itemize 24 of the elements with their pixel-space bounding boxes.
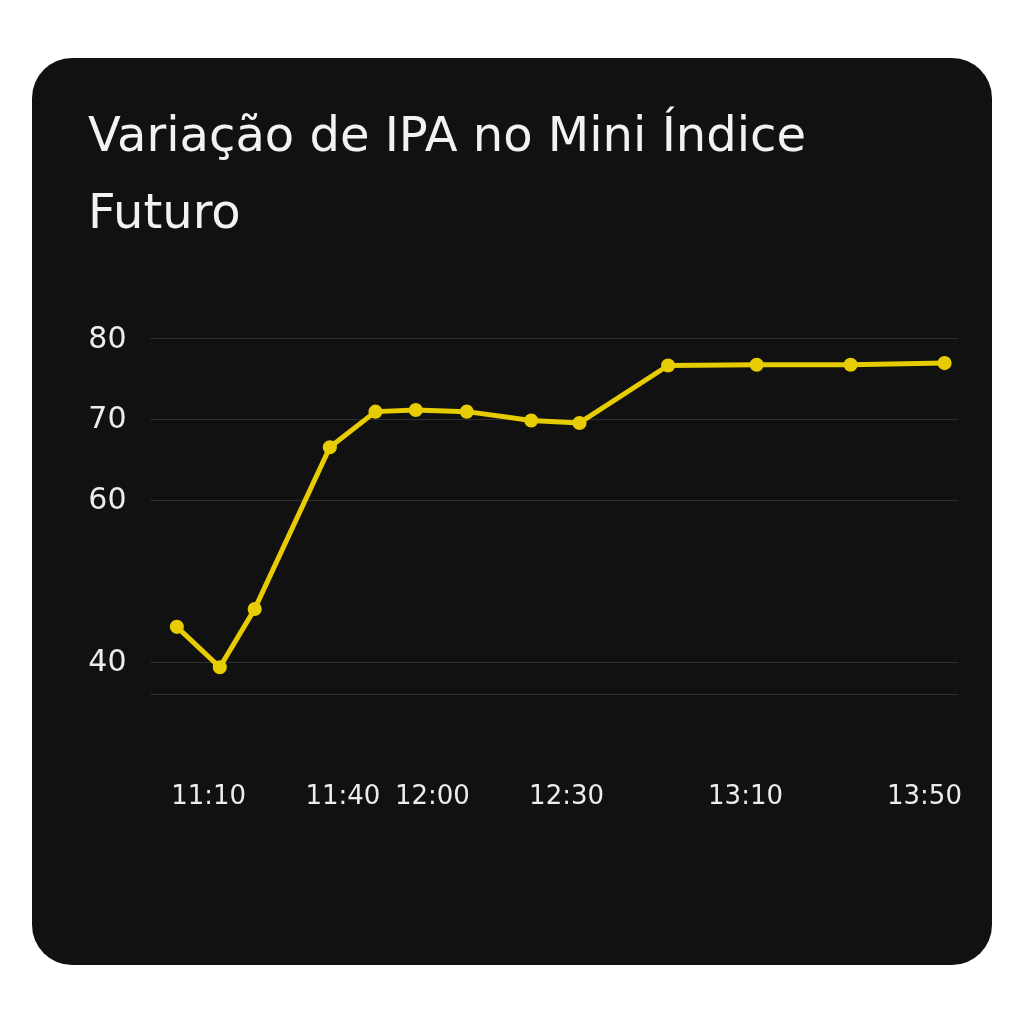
point <box>408 402 423 418</box>
x-tick-label: 11:40 <box>305 779 381 810</box>
point <box>322 440 337 455</box>
point <box>843 357 858 372</box>
point <box>459 404 474 419</box>
x-tick-label: 13:10 <box>708 779 784 810</box>
x-tick-label: 13:50 <box>887 779 962 810</box>
point <box>937 356 952 371</box>
y-tick-label: 40 <box>88 643 127 679</box>
x-tick-label: 12:30 <box>529 779 605 810</box>
y-tick-label: 60 <box>88 481 127 517</box>
y-tick-label: 70 <box>88 400 127 436</box>
point <box>169 619 184 634</box>
point <box>368 404 383 419</box>
point <box>212 660 227 675</box>
x-tick-label: 11:10 <box>171 779 247 810</box>
point <box>247 601 262 617</box>
x-tick-label: 12:00 <box>394 779 470 810</box>
point <box>661 358 676 373</box>
point <box>749 357 764 372</box>
chart-title: Variação de IPA no Mini Índice Futuro <box>88 105 807 241</box>
point <box>524 413 539 428</box>
y-tick-label: 80 <box>88 319 127 355</box>
point <box>572 415 587 431</box>
